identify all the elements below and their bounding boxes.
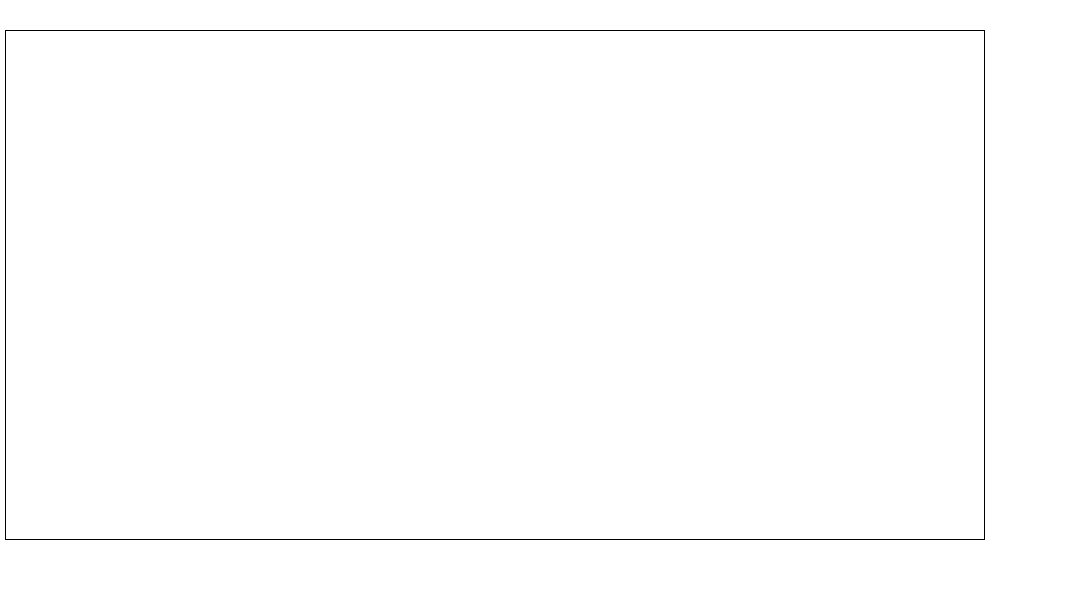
price-chart-svg: [6, 31, 984, 539]
plot-area[interactable]: [5, 30, 985, 540]
x-axis: [0, 541, 1075, 569]
y-axis: [986, 30, 1075, 542]
chart-header: [0, 0, 1075, 28]
chart-footer: [0, 572, 1075, 594]
